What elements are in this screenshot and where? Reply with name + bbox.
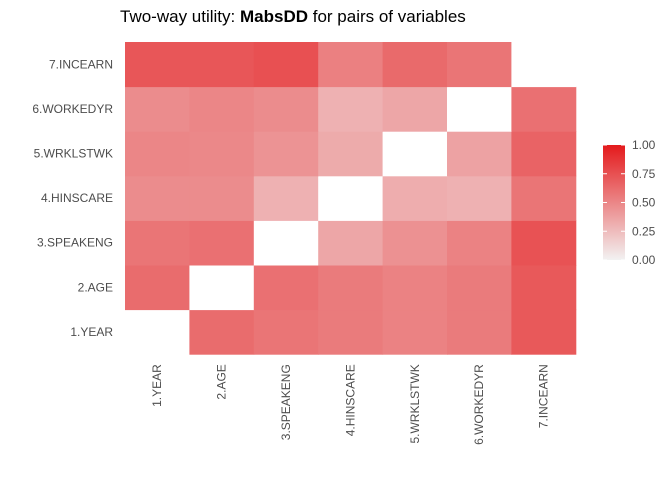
heatmap-cell-6-6 bbox=[447, 86, 512, 132]
heatmap-cell-1-5 bbox=[382, 309, 448, 355]
x-tick-label: 6.WORKEDYR bbox=[472, 364, 486, 445]
x-tick-label: 7.INCEARN bbox=[537, 364, 551, 428]
heatmap-cell-7-5 bbox=[382, 42, 448, 88]
title-bold: MabsDD bbox=[239, 7, 308, 26]
heatmap-cell-1-4 bbox=[318, 309, 384, 355]
heatmap-cell-6-2 bbox=[189, 86, 255, 132]
x-axis-labels: 1.YEAR 2.AGE 3.SPEAKENG 4.HINSCARE 5.WRKLSTW… bbox=[150, 364, 550, 445]
heatmap-cell-5-5 bbox=[382, 131, 448, 177]
heatmap-cell-3-3 bbox=[253, 220, 319, 266]
heatmap-cell-7-3 bbox=[253, 42, 319, 88]
heatmap-cell-3-4 bbox=[318, 220, 384, 266]
heatmap-cell-3-7 bbox=[511, 220, 577, 266]
heatmap-cell-2-4 bbox=[318, 265, 384, 311]
heatmap-cell-4-4 bbox=[318, 175, 384, 221]
legend-tick-label: 0.50 bbox=[632, 196, 656, 210]
y-tick-label: 5.WRKLSTWK bbox=[34, 147, 113, 161]
y-tick-label: 1.YEAR bbox=[70, 325, 113, 339]
heatmap-cell-7-1 bbox=[125, 42, 190, 88]
heatmap-cell-1-3 bbox=[253, 309, 319, 355]
heatmap-cell-2-7 bbox=[511, 265, 577, 311]
y-tick-label: 4.HINSCARE bbox=[41, 191, 113, 205]
y-axis-labels: 1.YEAR 2.AGE 3.SPEAKENG 4.HINSCARE 5.WRKLSTW… bbox=[32, 57, 113, 339]
y-tick-label: 3.SPEAKENG bbox=[37, 236, 113, 250]
y-tick-label: 6.WORKEDYR bbox=[32, 102, 113, 116]
heatmap-cell-5-1 bbox=[125, 131, 190, 177]
heatmap-cell-5-6 bbox=[447, 131, 512, 177]
heatmap-cell-7-2 bbox=[189, 42, 255, 88]
heatmap-cell-3-6 bbox=[447, 220, 512, 266]
heatmap-cell-7-6 bbox=[447, 42, 512, 88]
x-tick-label: 2.AGE bbox=[215, 364, 229, 399]
heatmap-cell-2-6 bbox=[447, 265, 512, 311]
heatmap-cell-7-7 bbox=[511, 42, 577, 88]
legend-tick-label: 0.75 bbox=[632, 167, 656, 181]
heatmap-cell-3-5 bbox=[382, 220, 448, 266]
heatmap-cell-4-3 bbox=[253, 175, 319, 221]
heatmap-cell-6-1 bbox=[125, 86, 190, 132]
x-tick-label: 1.YEAR bbox=[150, 364, 164, 407]
heatmap-cell-3-1 bbox=[125, 220, 190, 266]
heatmap-cell-5-4 bbox=[318, 131, 384, 177]
heatmap-cell-6-4 bbox=[318, 86, 384, 132]
heatmap-cell-2-2 bbox=[189, 265, 255, 311]
heatmap-cell-5-2 bbox=[189, 131, 255, 177]
heatmap-cell-6-5 bbox=[382, 86, 448, 132]
heatmap-cell-5-3 bbox=[253, 131, 319, 177]
x-tick-label: 3.SPEAKENG bbox=[279, 364, 293, 440]
legend-tick-label: 0.00 bbox=[632, 253, 656, 267]
heatmap-cell-4-5 bbox=[382, 175, 448, 221]
heatmap-cells bbox=[125, 42, 577, 355]
heatmap-cell-6-3 bbox=[253, 86, 319, 132]
heatmap-cell-6-7 bbox=[511, 86, 577, 132]
heatmap-cell-1-1 bbox=[125, 309, 190, 355]
heatmap-cell-4-2 bbox=[189, 175, 255, 221]
heatmap-cell-5-7 bbox=[511, 131, 577, 177]
heatmap-cell-1-6 bbox=[447, 309, 512, 355]
title-suffix: for pairs of variables bbox=[308, 7, 466, 26]
legend-colorbar bbox=[603, 145, 625, 260]
x-tick-label: 5.WRKLSTWK bbox=[408, 364, 422, 443]
heatmap-cell-4-7 bbox=[511, 175, 577, 221]
heatmap-cell-2-3 bbox=[253, 265, 319, 311]
heatmap-cell-4-1 bbox=[125, 175, 190, 221]
legend-tick-label: 1.00 bbox=[632, 138, 656, 152]
heatmap-cell-4-6 bbox=[447, 175, 512, 221]
chart-title: Two-way utility: MabsDD for pairs of var… bbox=[120, 7, 466, 27]
legend-tick-label: 0.25 bbox=[632, 224, 656, 238]
heatmap-cell-2-1 bbox=[125, 265, 190, 311]
heatmap-cell-3-2 bbox=[189, 220, 255, 266]
heatmap-cell-7-4 bbox=[318, 42, 384, 88]
x-tick-label: 4.HINSCARE bbox=[343, 364, 357, 436]
y-tick-label: 7.INCEARN bbox=[49, 57, 113, 71]
color-legend: 1.00 0.75 0.50 0.25 0.00 bbox=[603, 138, 656, 267]
heatmap-cell-2-5 bbox=[382, 265, 448, 311]
heatmap-cell-1-7 bbox=[511, 309, 577, 355]
title-prefix: Two-way utility: bbox=[120, 7, 240, 26]
y-tick-label: 2.AGE bbox=[78, 280, 113, 294]
heatmap-cell-1-2 bbox=[189, 309, 255, 355]
